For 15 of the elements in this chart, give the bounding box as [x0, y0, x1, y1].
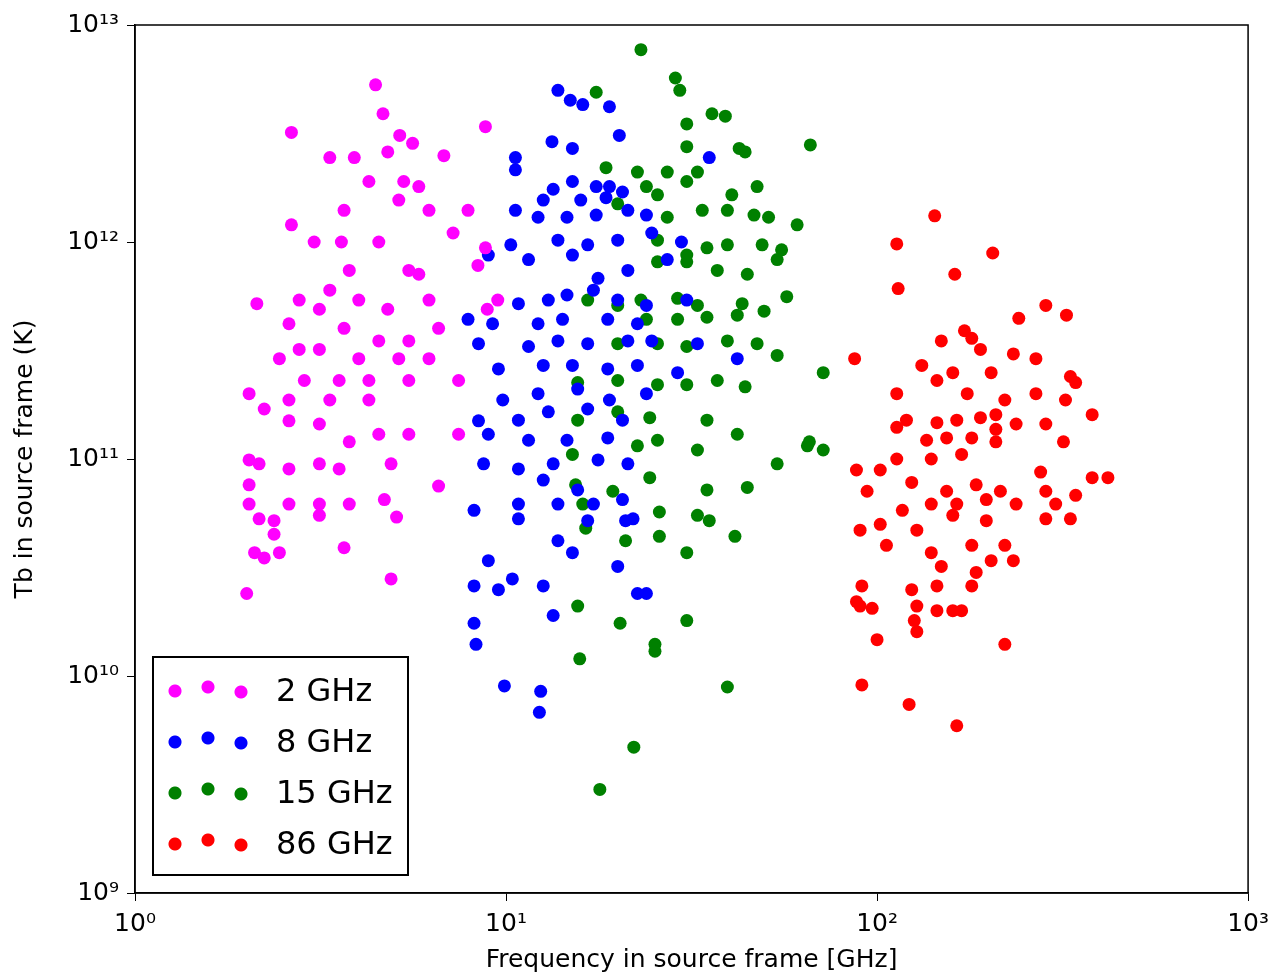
- y-tick-label: 10¹⁰: [67, 659, 119, 689]
- x-tick-label: 10¹: [485, 907, 527, 937]
- legend-label: 86 GHz: [276, 823, 393, 862]
- x-axis-title: Frequency in source frame [GHz]: [485, 943, 898, 973]
- legend-label: 15 GHz: [276, 772, 393, 811]
- y-tick-label: 10¹¹: [67, 442, 119, 472]
- y-tick-label: 10¹³: [67, 8, 119, 38]
- y-tick-label: 10¹²: [67, 225, 119, 255]
- x-tick-label: 10³: [1227, 907, 1270, 937]
- y-tick-label: 10⁹: [77, 876, 119, 906]
- y-axis-title: Tb in source frame (K): [8, 319, 38, 600]
- legend-label: 8 GHz: [276, 721, 373, 760]
- x-tick-label: 10²: [856, 907, 898, 937]
- x-tick-label: 10⁰: [114, 907, 156, 937]
- legend-label: 2 GHz: [276, 670, 373, 709]
